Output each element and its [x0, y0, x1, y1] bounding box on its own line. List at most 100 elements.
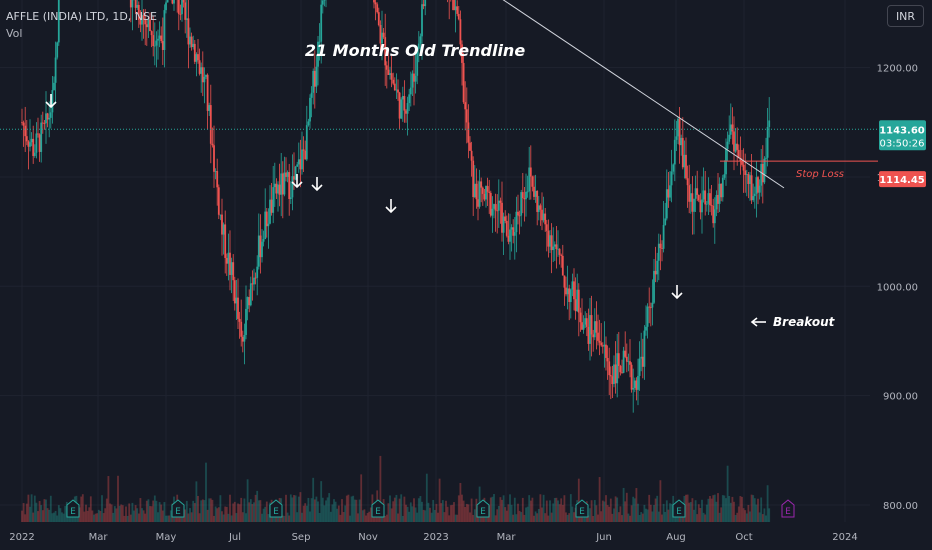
candle-body — [21, 122, 23, 124]
candle-body — [256, 266, 259, 278]
candle-body — [165, 2, 167, 11]
volume-bar — [629, 515, 631, 522]
volume-bar — [37, 511, 39, 522]
volume-bar — [611, 513, 614, 522]
candle-body — [421, 4, 423, 37]
volume-bar — [126, 515, 129, 522]
volume-bar — [569, 494, 572, 522]
candle-body — [45, 113, 47, 124]
volume-bar — [550, 512, 553, 522]
candle-body — [379, 25, 382, 44]
stop-loss-price-badge-bg — [879, 171, 926, 188]
volume-bar — [638, 514, 641, 522]
volume-bar — [694, 500, 697, 522]
candle-body — [723, 174, 726, 178]
candle-body — [616, 353, 619, 384]
volume-bar — [241, 512, 244, 522]
candle-body — [520, 192, 523, 216]
candle-body — [53, 82, 55, 91]
candle-body — [606, 357, 609, 362]
volume-bar — [760, 497, 763, 522]
currency-button[interactable]: INR — [887, 5, 924, 27]
x-tick-label: Oct — [735, 532, 752, 543]
volume-bar — [653, 505, 655, 522]
candle-body — [691, 193, 694, 212]
stop-loss-price-badge: 1114.45 — [879, 175, 925, 186]
candle-body — [269, 199, 271, 224]
volume-bar — [115, 508, 118, 522]
candle-body — [587, 326, 590, 344]
candle-body — [283, 172, 286, 195]
candle-body — [585, 318, 588, 327]
candle-body — [539, 205, 542, 210]
y-tick-label: 800.00 — [883, 501, 918, 512]
candle-body — [672, 164, 675, 172]
volume-bar — [133, 510, 135, 522]
candle-body — [537, 205, 540, 212]
volume-bar — [216, 508, 219, 522]
y-tick-label: 900.00 — [883, 392, 918, 403]
volume-bar — [573, 512, 575, 522]
volume-bar — [286, 512, 289, 522]
volume-bar — [360, 474, 363, 522]
candle-body — [238, 318, 241, 322]
candle-body — [608, 361, 611, 376]
volume-bar — [158, 502, 161, 522]
candle-body — [643, 330, 646, 367]
left-arrow-head — [750, 317, 758, 327]
symbol-title[interactable]: AFFLE (INDIA) LTD, 1D, NSE — [6, 10, 157, 23]
volume-bar — [147, 499, 150, 522]
volume-bar — [718, 512, 721, 522]
volume-bar — [301, 512, 303, 522]
volume-bar — [627, 513, 630, 522]
candle-body — [281, 173, 284, 195]
candle-body — [401, 96, 404, 100]
candle-body — [384, 37, 387, 66]
candle-body — [637, 375, 639, 390]
candle-body — [403, 96, 406, 111]
volume-indicator-label[interactable]: Vol — [6, 27, 23, 40]
candle-body — [262, 239, 265, 242]
x-axis: 2022 Mar May Jul Sep Nov 2023 Mar Jun Aug Oct 2024 — [9, 532, 857, 543]
volume-bar — [365, 515, 367, 522]
candle-body — [750, 175, 753, 201]
candle-body — [501, 202, 503, 233]
candle-body — [209, 105, 212, 144]
candle-body — [259, 235, 262, 258]
volume-bar — [389, 495, 391, 522]
volume-bar — [339, 514, 342, 522]
volume-bar — [409, 502, 412, 522]
earnings-marker — [575, 499, 589, 518]
volume-bar — [462, 500, 465, 522]
volume-bar — [701, 499, 703, 522]
volume-bar — [600, 511, 603, 522]
candle-body — [541, 209, 543, 221]
volume-bar — [35, 502, 38, 522]
candle-body — [685, 154, 687, 179]
volume-bar — [512, 514, 515, 522]
volume-bar — [577, 478, 580, 522]
candle-body — [275, 183, 278, 194]
candle-body — [152, 35, 155, 47]
candle-body — [278, 184, 281, 195]
volume-bar — [552, 503, 555, 522]
candle-body — [651, 302, 654, 308]
volume-bar — [357, 513, 359, 522]
last-price-badge: 1143.60 — [879, 125, 925, 136]
candle-body — [598, 340, 601, 343]
candle-body — [568, 288, 571, 302]
candle-body — [486, 186, 489, 192]
volume-bar — [766, 485, 769, 522]
volume-bar — [593, 500, 596, 522]
candle-body — [749, 175, 751, 185]
candle-body — [625, 356, 628, 362]
volume-bar — [408, 511, 411, 522]
volume-bar — [384, 515, 387, 522]
volume-bar — [337, 505, 340, 522]
last-price-badge-bg — [879, 120, 926, 151]
candle-body — [160, 35, 163, 42]
volume-bar — [281, 515, 284, 522]
volume-bar — [329, 511, 332, 522]
candle-body — [24, 125, 27, 137]
